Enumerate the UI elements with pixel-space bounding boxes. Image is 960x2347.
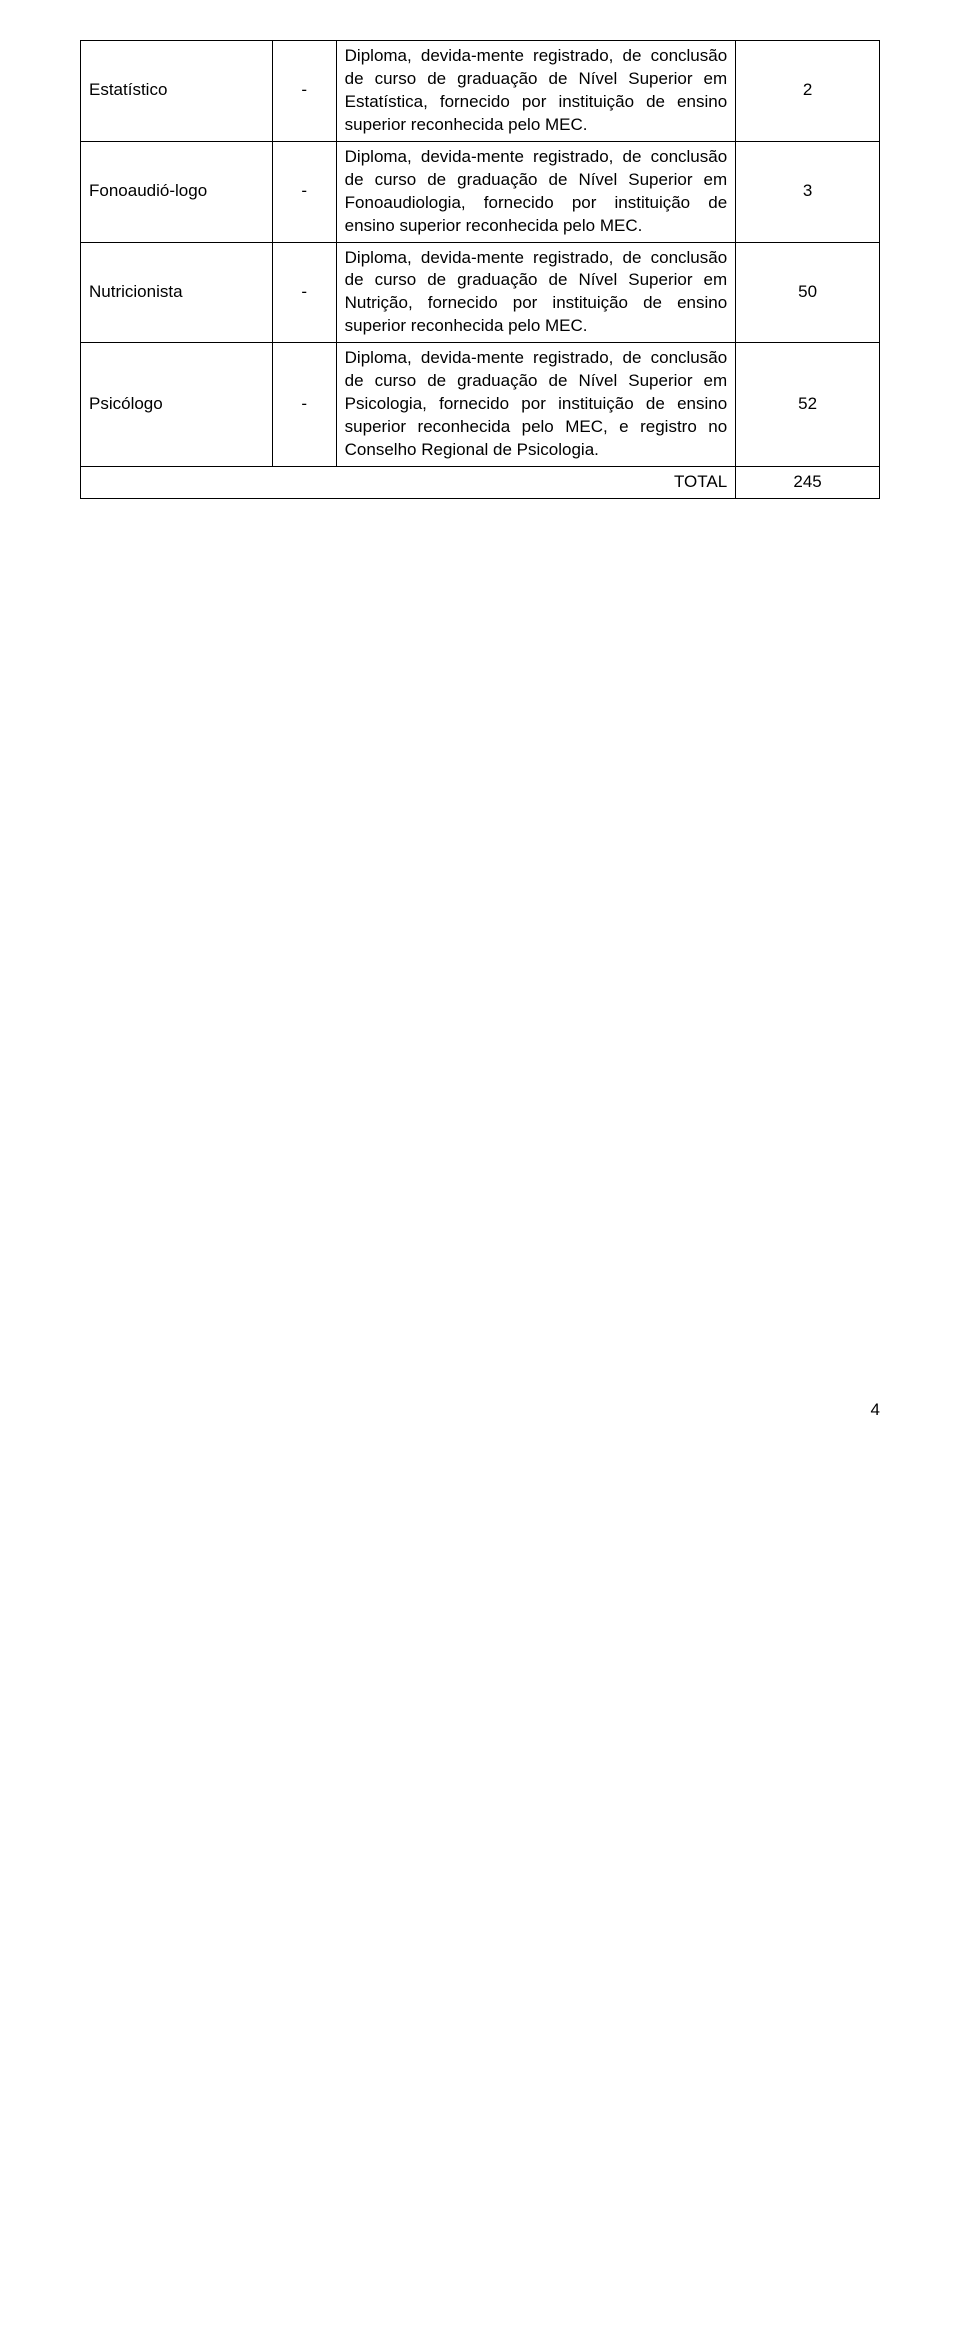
requirement-cell: Diploma, devida-mente registrado, de con…	[336, 141, 736, 242]
role-cell: Psicólogo	[81, 343, 273, 467]
requirements-table: Estatístico - Diploma, devida-mente regi…	[80, 40, 880, 499]
requirement-cell: Diploma, devida-mente registrado, de con…	[336, 343, 736, 467]
table-row: Fonoaudió-logo - Diploma, devida-mente r…	[81, 141, 880, 242]
role-cell: Estatístico	[81, 41, 273, 142]
role-cell: Fonoaudió-logo	[81, 141, 273, 242]
dash-cell: -	[272, 41, 336, 142]
table-row: Estatístico - Diploma, devida-mente regi…	[81, 41, 880, 142]
requirement-cell: Diploma, devida-mente registrado, de con…	[336, 41, 736, 142]
count-cell: 3	[736, 141, 880, 242]
dash-cell: -	[272, 242, 336, 343]
role-cell: Nutricionista	[81, 242, 273, 343]
requirement-cell: Diploma, devida-mente registrado, de con…	[336, 242, 736, 343]
count-cell: 2	[736, 41, 880, 142]
dash-cell: -	[272, 343, 336, 467]
page-number: 4	[80, 1399, 880, 1422]
total-value: 245	[736, 466, 880, 498]
table-row: Psicólogo - Diploma, devida-mente regist…	[81, 343, 880, 467]
table-row: Nutricionista - Diploma, devida-mente re…	[81, 242, 880, 343]
dash-cell: -	[272, 141, 336, 242]
total-label: TOTAL	[81, 466, 736, 498]
count-cell: 50	[736, 242, 880, 343]
total-row: TOTAL 245	[81, 466, 880, 498]
count-cell: 52	[736, 343, 880, 467]
